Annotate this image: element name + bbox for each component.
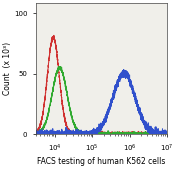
Y-axis label: Count  (x 10³): Count (x 10³) — [4, 42, 12, 95]
X-axis label: FACS testing of human K562 cells: FACS testing of human K562 cells — [37, 156, 165, 165]
